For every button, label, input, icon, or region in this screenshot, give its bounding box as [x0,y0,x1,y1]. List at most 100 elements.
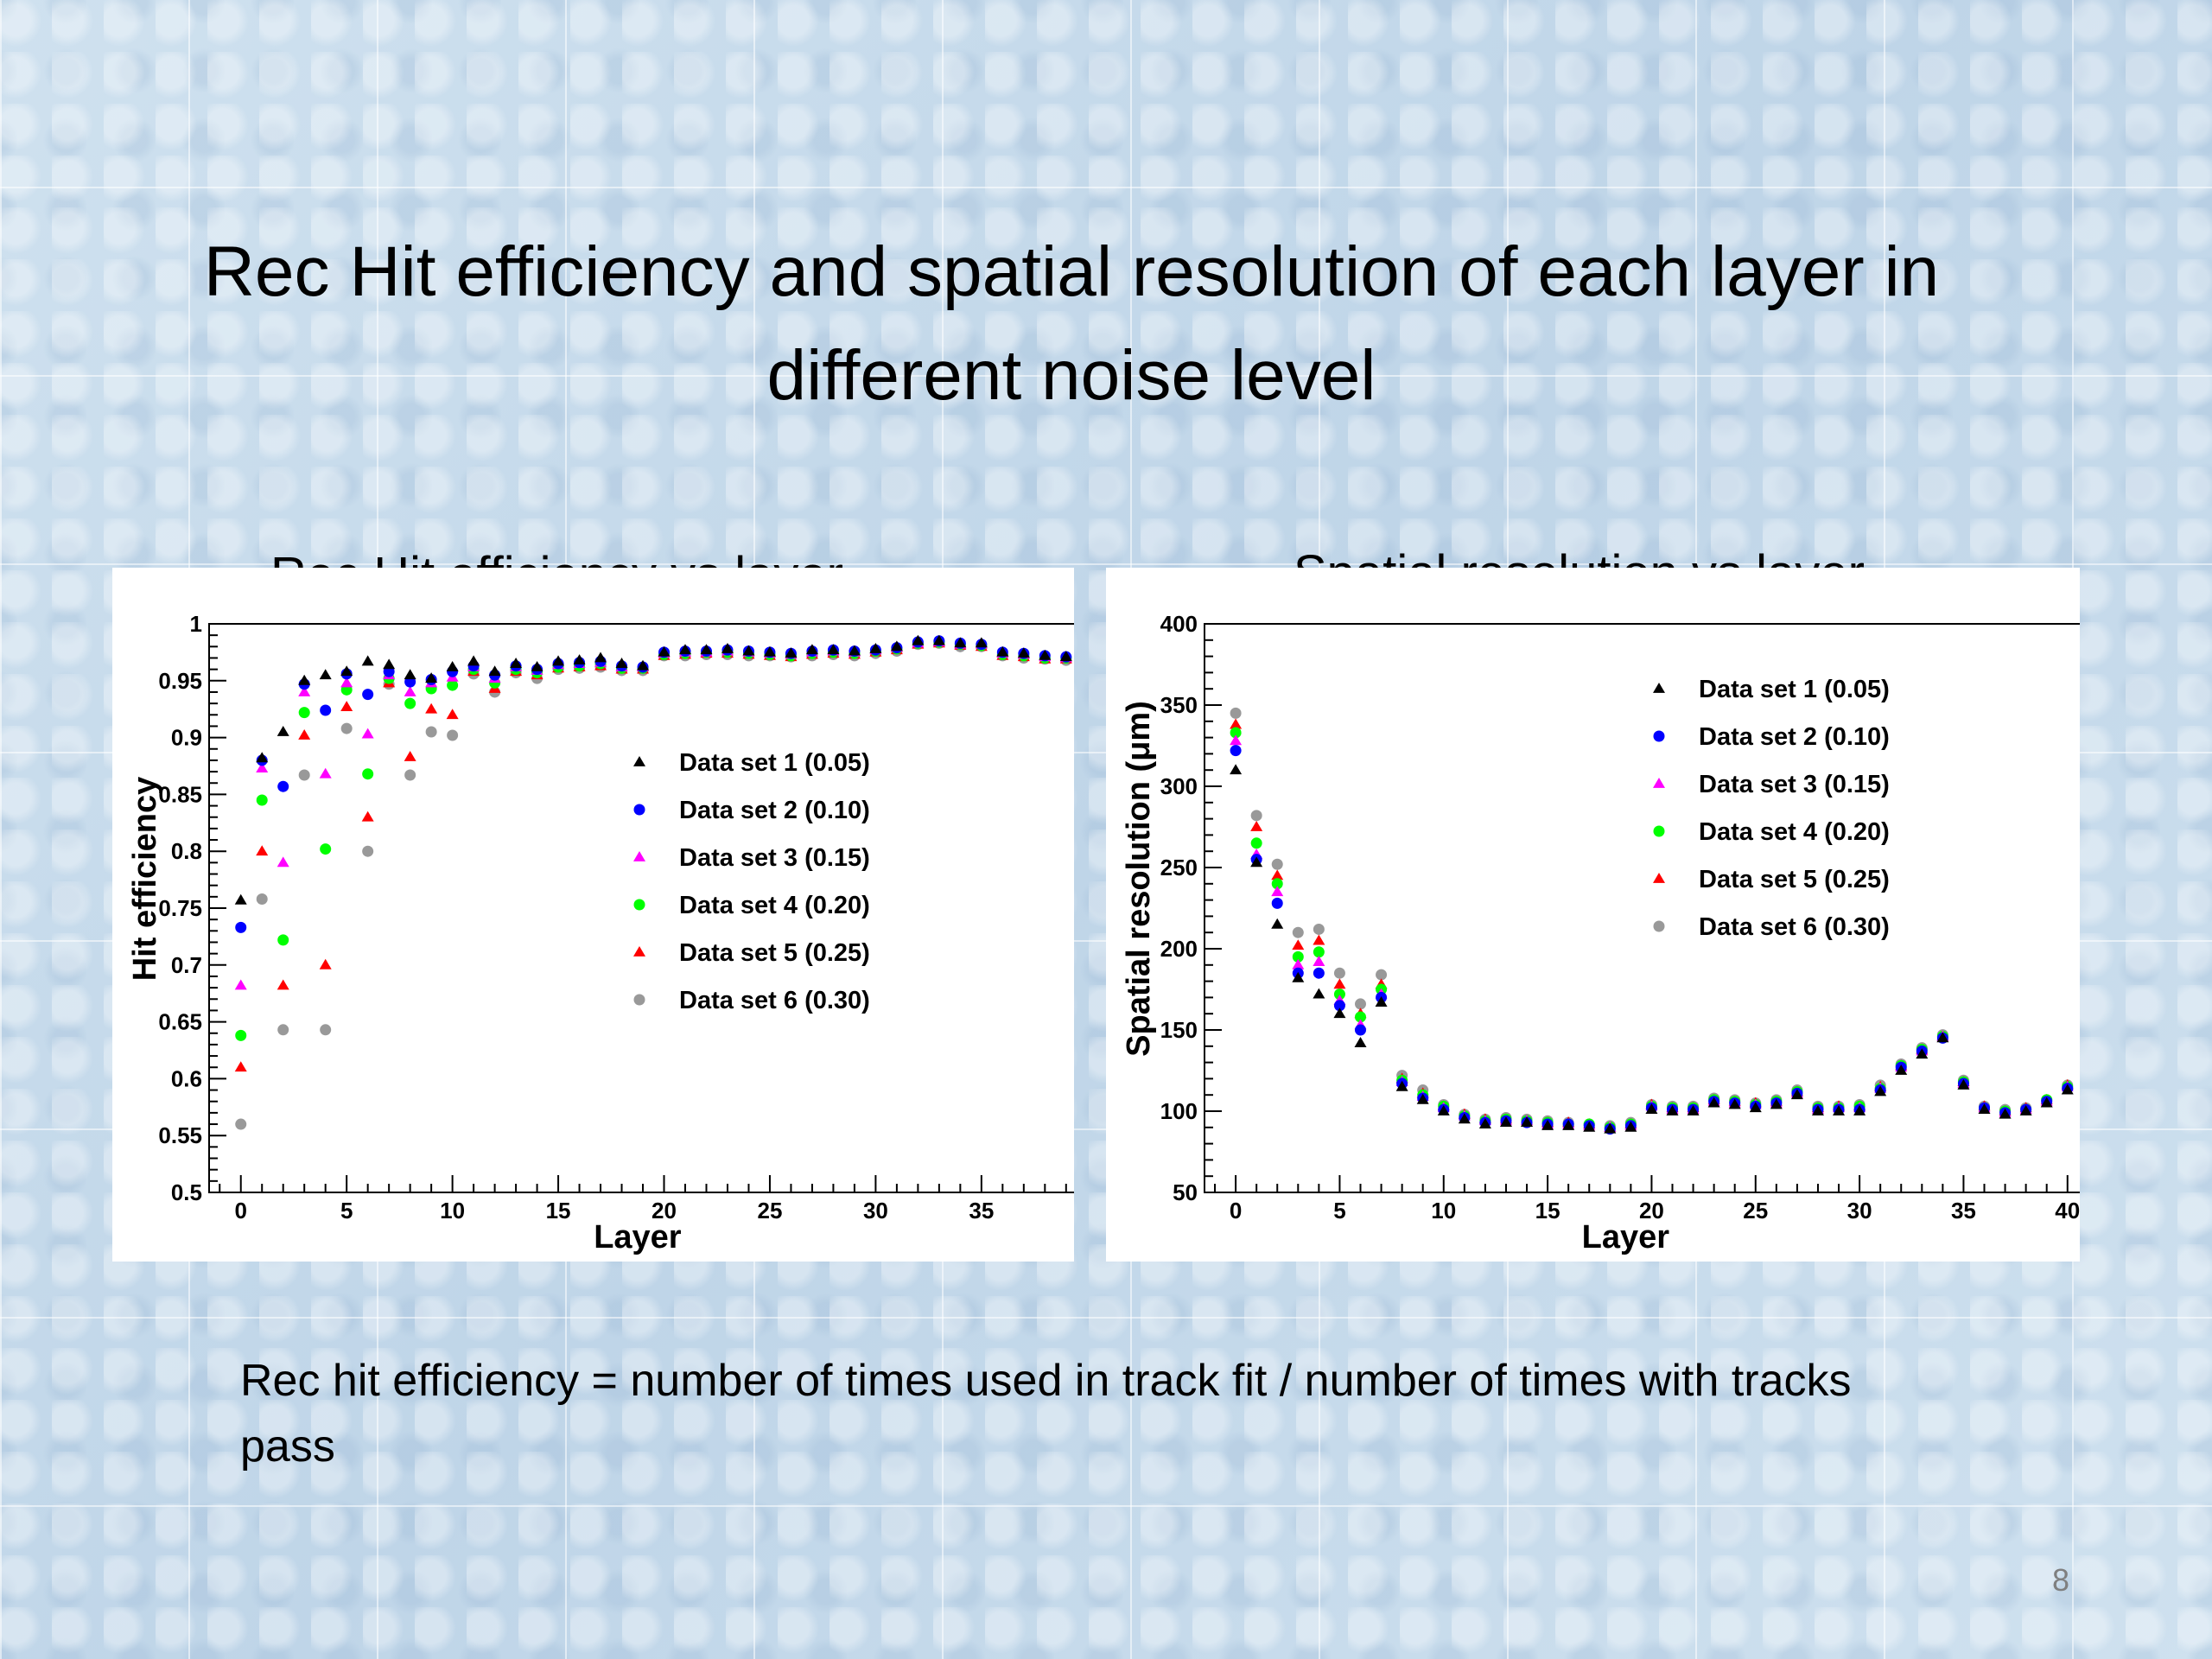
y-tick-label: 350 [1160,692,1198,718]
legend-entry: Data set 1 (0.05) [679,749,870,777]
data-point [637,659,650,671]
legend-marker [633,756,645,766]
data-point [1999,1108,2012,1119]
data-point [235,921,247,933]
data-point [1017,647,1030,658]
x-tick-label: 20 [1639,1198,1664,1224]
data-point [404,697,416,709]
slide-title: Rec Hit efficiency and spatial resolutio… [203,232,1940,415]
efficiency-chart: 05101520253035400.50.550.60.650.70.750.8… [127,611,1074,1255]
legend-marker [1653,920,1665,932]
data-point [298,728,311,740]
y-axis-label: Spatial resolution (μm) [1121,701,1157,1057]
data-point [488,665,501,677]
legend-entry: Data set 6 (0.30) [1699,913,1890,941]
data-point [742,645,755,656]
data-point [234,979,247,990]
data-point [679,644,691,655]
y-tick-label: 50 [1173,1179,1198,1205]
data-point [277,934,289,946]
data-point [510,658,523,668]
data-point [890,640,903,652]
data-point [1811,1105,1824,1116]
x-axis-label: Layer [1582,1219,1670,1255]
data-point [404,669,416,680]
data-point [1333,1007,1346,1019]
data-point [320,1024,332,1036]
legend-marker [1653,825,1665,837]
data-point [996,645,1009,657]
resolution-chart-panel: 0 5 10 15 20 25 30 35 40 50 100 150 200 250 300 350 400 L… [1106,568,2080,1262]
data-point [446,709,459,720]
data-point [1562,1119,1575,1130]
x-tick-label: 0 [234,1198,246,1224]
x-tick-label: 15 [546,1198,571,1224]
data-point [1271,886,1284,897]
data-point [1624,1121,1637,1132]
data-point [1437,1105,1450,1116]
data-point [320,704,332,716]
data-point [658,645,671,657]
legend-entry: Data set 1 (0.05) [1699,676,1890,703]
legend-marker [1653,683,1665,693]
data-point [1521,1116,1534,1128]
x-tick-label: 30 [1847,1198,1872,1224]
data-point [1313,988,1325,999]
data-point [1230,745,1242,757]
legend-entry: Data set 4 (0.20) [1699,818,1890,846]
data-point [277,1024,289,1036]
data-point [1271,897,1283,909]
x-axis-label: Layer [594,1219,682,1255]
x-tick-label: 0 [1230,1198,1242,1224]
data-point [594,652,607,663]
data-point [1770,1098,1783,1109]
data-point [256,845,269,856]
data-point [763,645,776,657]
data-point [1354,1037,1367,1047]
data-point [1355,998,1366,1010]
data-point [425,726,437,738]
data-point [1230,734,1243,746]
data-point [975,637,988,648]
data-point [1978,1103,1991,1115]
resolution-chart: 0 5 10 15 20 25 30 35 40 50 100 150 200 250 300 350 400 L… [1121,611,2080,1255]
data-point [1271,878,1283,890]
data-point [1666,1105,1679,1116]
data-point [1250,821,1263,831]
y-tick-label: 0.95 [158,668,202,694]
data-point [848,645,861,656]
y-tick-label: 1 [190,611,202,637]
data-point [1604,1122,1617,1134]
data-point [1292,958,1305,969]
data-point [912,634,925,645]
data-point [362,768,374,780]
x-tick-label: 15 [1535,1198,1560,1224]
y-tick-label: 0.9 [171,725,202,751]
data-point [1271,858,1283,870]
data-point [1749,1102,1762,1113]
data-point [298,769,310,781]
data-point [1416,1093,1429,1104]
data-point [1039,649,1052,660]
data-point [1957,1078,1970,1090]
data-point [1375,996,1388,1007]
x-tick-label: 10 [440,1198,465,1224]
y-tick-label: 400 [1160,611,1198,637]
data-point [235,1118,247,1130]
data-point [1230,764,1243,775]
data-point [319,669,332,680]
data-point [1230,707,1242,719]
data-point [1395,1080,1408,1091]
data-point [256,762,269,773]
legend-marker [1653,778,1665,788]
data-point [827,644,840,655]
data-point [234,893,247,905]
data-point [1313,923,1325,935]
data-point [552,655,565,666]
data-point [700,644,713,655]
data-point [573,654,586,665]
data-point [1895,1065,1908,1075]
x-tick-label: 25 [757,1198,782,1224]
legend-entry: Data set 4 (0.20) [679,892,870,919]
data-point [447,679,459,691]
